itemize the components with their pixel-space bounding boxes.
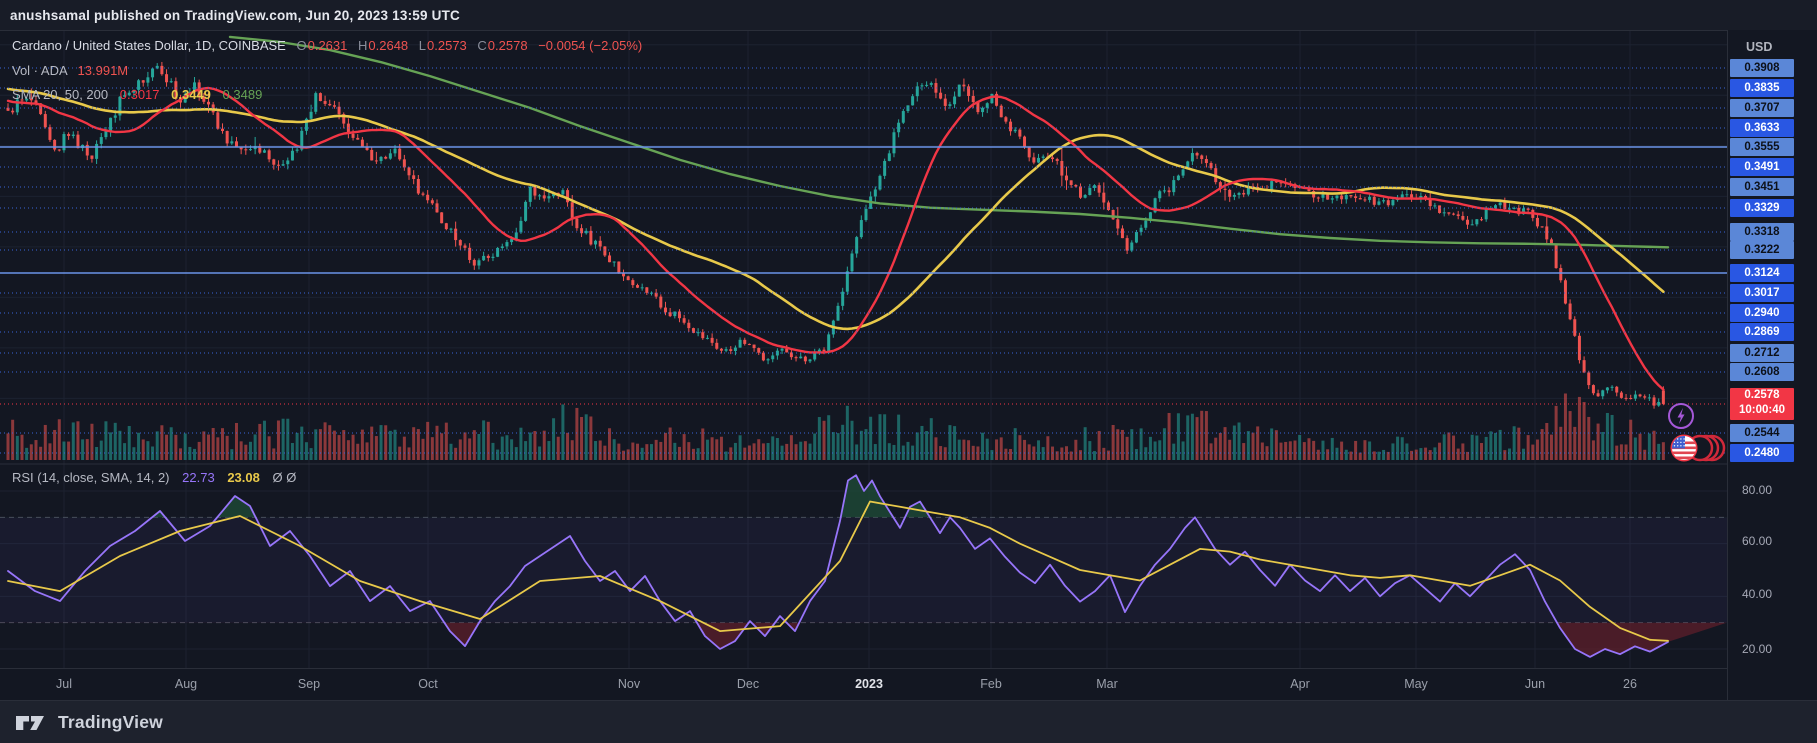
price-axis-label: 0.3318: [1730, 223, 1794, 241]
time-axis-label: May: [1404, 677, 1428, 691]
low-key: L: [418, 38, 427, 53]
time-scale[interactable]: Jul Aug Sep Oct Nov Dec 2023 Feb Mar Apr May Jun 26: [0, 668, 1727, 701]
price-axis-label: 0.2544: [1730, 424, 1794, 442]
publish-header-text: anushsamal published on TradingView.com,…: [10, 7, 460, 23]
time-axis-label: Jul: [56, 677, 72, 691]
time-axis-label: Jun: [1524, 677, 1546, 691]
price-axis-label: 0.2940: [1730, 304, 1794, 322]
rsi-axis-label: 60.00: [1742, 534, 1773, 548]
price-axis-label: 0.3329: [1730, 199, 1794, 217]
rsi-ma-line: [7, 500, 1669, 642]
price-axis-label: 0.2869: [1730, 323, 1794, 341]
tradingview-logo-icon[interactable]: [14, 711, 48, 735]
volume-legend-row[interactable]: Vol · ADA 13.991M: [12, 63, 128, 78]
price-scale-currency: USD: [1746, 40, 1773, 54]
rsi-axis-label: 40.00: [1742, 587, 1773, 601]
price-axis-label: 0.2608: [1730, 363, 1794, 381]
rsi-axis-label: 80.00: [1742, 483, 1773, 497]
last-price-value: 0.2578: [1744, 389, 1780, 401]
bar-countdown: 10:00:40: [1738, 404, 1786, 416]
time-axis-label: Feb: [980, 677, 1002, 691]
sma50-value: 0.3449: [171, 87, 211, 102]
symbol-legend-row[interactable]: Cardano / United States Dollar, 1D, COIN…: [12, 38, 642, 53]
footer-bar: TradingView: [0, 700, 1817, 743]
close-value: 0.2578: [487, 38, 528, 53]
price-axis-label: 0.2712: [1730, 344, 1794, 362]
volume-label: Vol · ADA: [12, 63, 67, 78]
gridlines: [0, 31, 1727, 668]
tradingview-wordmark[interactable]: TradingView: [58, 712, 163, 732]
price-axis-label: 0.3707: [1730, 99, 1794, 117]
close-key: C: [477, 38, 487, 53]
price-axis-label: 0.3017: [1730, 284, 1794, 302]
us-flag-icon[interactable]: [1670, 434, 1726, 462]
price-axis-label: 0.2480: [1730, 444, 1794, 462]
time-axis-label: Mar: [1096, 677, 1118, 691]
price-axis-label: 0.3124: [1730, 264, 1794, 282]
price-axis-label: 0.3491: [1730, 158, 1794, 176]
sma-legend-row[interactable]: SMA 20, 50, 200 0.3017 0.3449 0.3489: [12, 87, 262, 102]
rsi-line: [7, 474, 1669, 658]
price-axis-label: 0.3908: [1730, 59, 1794, 77]
price-axis-label: 0.3555: [1730, 138, 1794, 156]
volume-value: 13.991M: [77, 63, 129, 78]
sma50-line: [6, 87, 1665, 331]
sma20-line: [6, 86, 1665, 391]
high-value: 0.2648: [368, 38, 409, 53]
time-axis-label: Sep: [297, 677, 321, 691]
symbol-title[interactable]: Cardano / United States Dollar, 1D, COIN…: [12, 38, 286, 53]
price-axis-label: 0.3222: [1730, 241, 1794, 259]
open-key: O: [296, 38, 307, 53]
open-value: 0.2631: [307, 38, 348, 53]
low-value: 0.2573: [427, 38, 467, 53]
rsi-axis-label: 20.00: [1742, 642, 1773, 656]
price-axis-label: 0.3633: [1730, 119, 1794, 137]
sma-label: SMA 20, 50, 200: [12, 87, 109, 102]
candlesticks: [6, 61, 1665, 409]
price-level-lines: [0, 67, 1727, 454]
price-axis-label: 0.3835: [1730, 79, 1794, 97]
time-axis-label: 2023: [855, 677, 883, 691]
sma200-value: 0.3489: [222, 87, 263, 102]
change-value: −0.0054 (−2.05%): [538, 38, 643, 53]
sma20-value: 0.3017: [119, 87, 160, 102]
price-scale[interactable]: USD 0.3908 0.3835 0.3707 0.3633 0.3555 0.3491…: [1727, 30, 1817, 700]
time-axis-label: Dec: [736, 677, 760, 691]
price-axis-label: 0.3451: [1730, 178, 1794, 196]
lightning-icon[interactable]: [1668, 403, 1694, 429]
sma200-line: [228, 35, 1670, 249]
publish-header: anushsamal published on TradingView.com,…: [0, 0, 1817, 31]
last-price-label: 0.2578 10:00:40: [1730, 388, 1794, 420]
rsi-value: 22.73: [182, 470, 215, 485]
volume-bars: [6, 393, 1665, 460]
rsi-label: RSI (14, close, SMA, 14, 2): [12, 470, 170, 485]
time-axis-label: Nov: [617, 677, 641, 691]
rsi-legend-row[interactable]: RSI (14, close, SMA, 14, 2) 22.73 23.08 …: [12, 470, 296, 485]
time-axis-label: Oct: [418, 677, 438, 691]
time-axis-label: Apr: [1290, 677, 1310, 691]
rsi-band: [0, 516, 1727, 624]
rsi-ma-value: 23.08: [227, 470, 260, 485]
high-key: H: [358, 38, 368, 53]
rsi-band-values: Ø Ø: [272, 470, 297, 485]
time-axis-label: 26: [1623, 677, 1637, 691]
time-axis-label: Aug: [174, 677, 198, 691]
